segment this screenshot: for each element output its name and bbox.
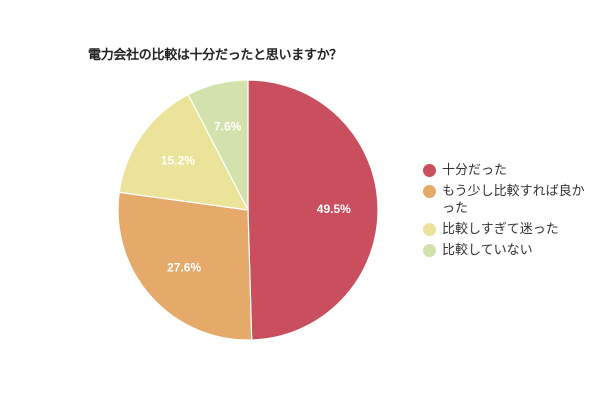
chart-title: 電力会社の比較は十分だったと思いますか？	[88, 48, 343, 63]
slice-label: 15.2%	[161, 154, 195, 168]
slice-label: 49.5%	[317, 202, 351, 216]
pie-slice[interactable]	[247, 79, 379, 341]
legend-marker-icon	[423, 223, 436, 236]
slice-label: 7.6%	[214, 120, 242, 134]
pie-slice[interactable]	[187, 79, 249, 211]
legend-item-sufficient[interactable]: 十分だった	[423, 162, 594, 179]
legend-label: 比較していない	[442, 243, 533, 258]
legend-item-should-have-compared-more[interactable]: もう少し比較すれば良かった	[423, 183, 594, 217]
legend-label: 十分だった	[442, 163, 508, 178]
legend-marker-icon	[423, 244, 436, 257]
pie-slice[interactable]	[117, 191, 253, 341]
legend-item-compared-too-much[interactable]: 比較しすぎて迷った	[423, 221, 594, 238]
legend-marker-icon	[423, 164, 436, 177]
slice-label: 27.6%	[167, 260, 201, 274]
legend: 十分だった もう少し比較すれば良かった 比較しすぎて迷った 比較していない	[423, 162, 594, 263]
legend-label: もう少し比較すれば良かった	[442, 184, 585, 216]
pie-slice[interactable]	[118, 93, 250, 211]
legend-marker-icon	[423, 185, 436, 198]
legend-label: 比較しすぎて迷った	[442, 222, 559, 237]
legend-item-did-not-compare[interactable]: 比較していない	[423, 242, 594, 259]
